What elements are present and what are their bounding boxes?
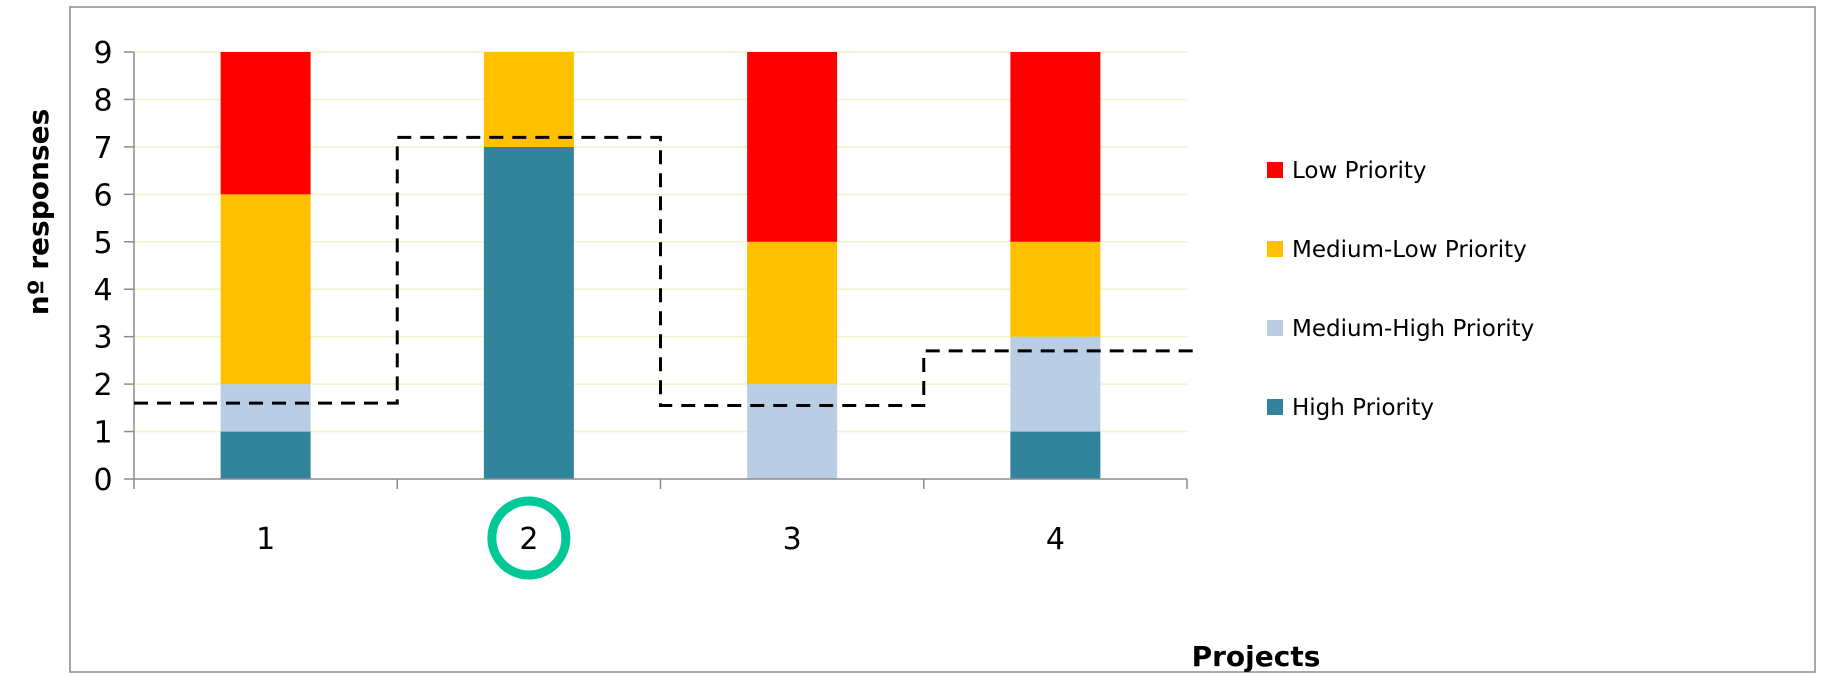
legend-label: Medium-Low Priority xyxy=(1292,237,1527,263)
bar-segment xyxy=(747,384,838,479)
bar-segment xyxy=(220,384,311,432)
legend-swatch xyxy=(1267,162,1283,178)
legend-swatch xyxy=(1267,399,1283,415)
legend: Low Priority Medium-Low Priority Medium-Hi… xyxy=(1267,158,1534,421)
x-tick-label: 1 xyxy=(256,522,275,557)
y-axis-title: nº responses xyxy=(22,109,55,315)
y-tick-label: 0 xyxy=(93,463,112,498)
step-line-path xyxy=(134,135,1198,407)
x-tick-label: 3 xyxy=(783,522,802,557)
bar-segment xyxy=(1010,336,1101,432)
x-tick-label: 2 xyxy=(519,522,538,557)
bar-segment xyxy=(483,146,574,479)
y-tick-label: 9 xyxy=(93,36,112,71)
bar-segment xyxy=(220,431,311,479)
y-tick-label: 8 xyxy=(93,83,112,118)
highlight-circle-ring xyxy=(487,496,571,580)
tick-labels: 0 1 2 3 4 5 6 7 8 9 1 2 3 4 xyxy=(93,36,1064,557)
dashed-step-line xyxy=(134,135,1198,407)
axes xyxy=(124,51,1188,489)
y-tick-label: 3 xyxy=(93,321,112,356)
y-tick-label: 7 xyxy=(93,131,112,166)
x-axis-title: Projects xyxy=(1192,640,1321,673)
legend-swatch xyxy=(1267,241,1283,257)
legend-swatch xyxy=(1267,320,1283,336)
bar-segment xyxy=(1010,241,1101,337)
bar-segment xyxy=(1010,431,1101,479)
y-tick-label: 5 xyxy=(93,226,112,261)
bar-segment xyxy=(747,241,838,385)
x-tick-label: 4 xyxy=(1046,522,1065,557)
bars xyxy=(220,52,1101,479)
legend-label: High Priority xyxy=(1292,395,1434,421)
legend-label: Medium-High Priority xyxy=(1292,316,1534,342)
y-tick-label: 6 xyxy=(93,178,112,213)
legend-label: Low Priority xyxy=(1292,158,1426,184)
bar-segment xyxy=(483,52,574,147)
bar-segment xyxy=(220,52,311,195)
y-tick-label: 2 xyxy=(93,368,112,403)
y-tick-label: 4 xyxy=(93,273,112,308)
y-tick-label: 1 xyxy=(93,416,112,451)
plot-frame xyxy=(69,6,1816,673)
bar-segment xyxy=(747,52,838,242)
bar-segment xyxy=(220,194,311,385)
highlight-circle xyxy=(487,496,571,580)
bar-segment xyxy=(1010,52,1101,242)
